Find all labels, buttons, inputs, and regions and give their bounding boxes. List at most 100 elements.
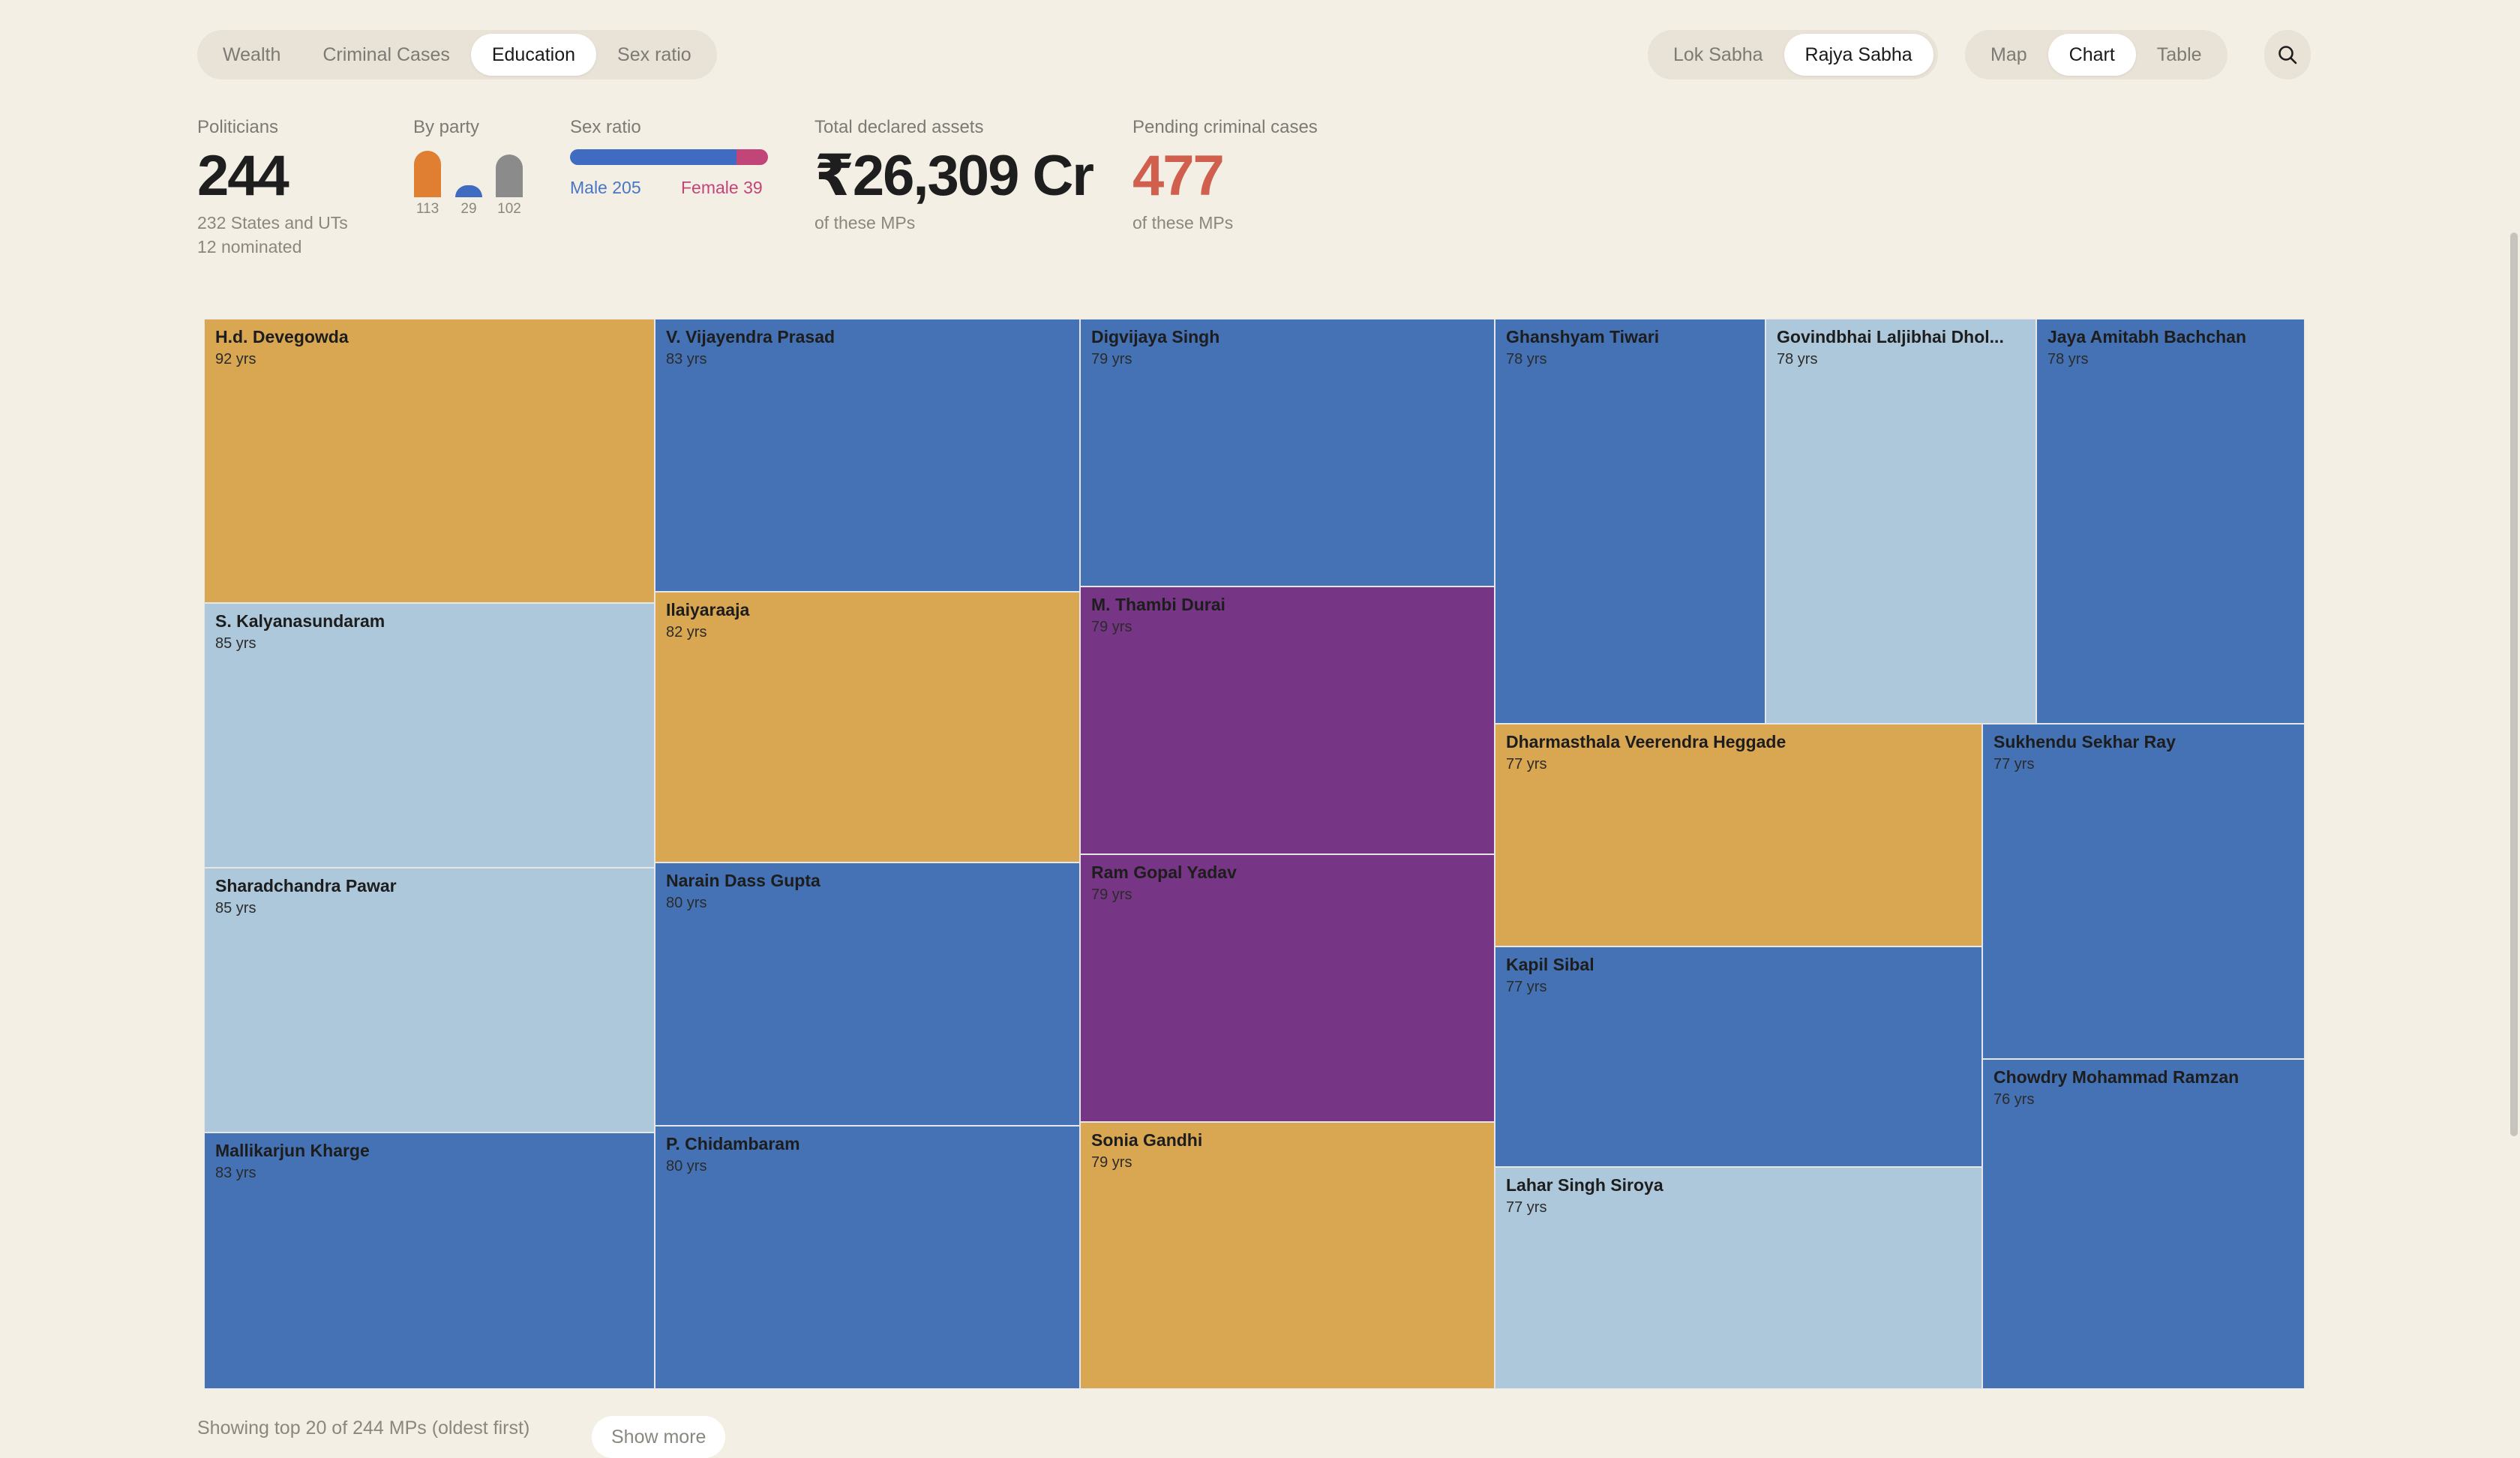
sex-ratio-bar: [570, 149, 768, 165]
treemap-cell-veerendra-heggade[interactable]: Dharmasthala Veerendra Heggade 77 yrs: [1495, 724, 1982, 946]
assets-value: ₹26,309 Cr: [814, 144, 1094, 208]
cell-name: Kapil Sibal: [1506, 955, 1594, 974]
treemap-cell-thambi-durai[interactable]: M. Thambi Durai 79 yrs: [1080, 586, 1495, 854]
cell-age: 79 yrs: [1091, 886, 1132, 903]
cell-age: 79 yrs: [1091, 619, 1132, 635]
treemap-cell-kharge[interactable]: Mallikarjun Kharge 83 yrs: [204, 1132, 655, 1389]
criminal-cases-note: of these MPs: [1132, 213, 1234, 232]
cell-age: 77 yrs: [1506, 756, 1547, 772]
cell-name: P. Chidambaram: [666, 1134, 800, 1154]
cell-name: Jaya Amitabh Bachchan: [2048, 327, 2247, 346]
cell-name: Digvijaya Singh: [1091, 327, 1220, 346]
treemap-cell-narain-dass-gupta[interactable]: Narain Dass Gupta 80 yrs: [655, 862, 1080, 1126]
treemap-cell-kalyanasundaram[interactable]: S. Kalyanasundaram 85 yrs: [204, 603, 655, 868]
cell-name: Ilaiyaraaja: [666, 600, 750, 620]
cell-name: S. Kalyanasundaram: [215, 611, 386, 631]
tab-education[interactable]: Education: [470, 34, 597, 76]
house-tabs: Lok Sabha Rajya Sabha: [1648, 30, 1938, 80]
sex-ratio-male-segment: [570, 149, 736, 165]
cell-name: Ram Gopal Yadav: [1091, 862, 1237, 882]
search-button[interactable]: [2264, 30, 2311, 80]
cell-name: Sonia Gandhi: [1091, 1130, 1203, 1150]
treemap-cell-kapil-sibal[interactable]: Kapil Sibal 77 yrs: [1495, 946, 1982, 1167]
cell-age: 92 yrs: [215, 351, 256, 368]
tab-chart[interactable]: Chart: [2048, 34, 2136, 76]
cell-age: 80 yrs: [666, 1158, 707, 1174]
sex-ratio-male-label: Male 205: [570, 178, 641, 197]
sex-ratio-female-segment: [736, 149, 768, 165]
search-icon: [2278, 46, 2297, 64]
party-count-inc: 29: [460, 201, 477, 217]
cell-age: 78 yrs: [1777, 351, 1818, 368]
cell-age: 77 yrs: [1506, 1199, 1547, 1216]
cell-name: H.d. Devegowda: [215, 327, 349, 346]
cell-name: Govindbhai Laljibhai Dhol...: [1777, 327, 2004, 346]
cell-age: 85 yrs: [215, 900, 256, 916]
treemap-cell-digvijaya-singh[interactable]: Digvijaya Singh 79 yrs: [1080, 319, 1495, 586]
treemap-cell-vijayendra-prasad[interactable]: V. Vijayendra Prasad 83 yrs: [655, 319, 1080, 592]
cell-name: Lahar Singh Siroya: [1506, 1175, 1664, 1195]
by-party-label: By party: [413, 117, 480, 137]
cell-age: 82 yrs: [666, 624, 707, 640]
view-tabs: Map Chart Table: [1965, 30, 2228, 80]
cell-name: Dharmasthala Veerendra Heggade: [1506, 732, 1786, 752]
treemap-cell-sukhendu-sekhar-ray[interactable]: Sukhendu Sekhar Ray 77 yrs: [1982, 724, 2305, 1059]
treemap-cell-govindbhai-dholakia[interactable]: Govindbhai Laljibhai Dhol... 78 yrs: [1766, 319, 2036, 724]
treemap-cell-jaya-bachchan[interactable]: Jaya Amitabh Bachchan 78 yrs: [2036, 319, 2305, 724]
results-summary: Showing top 20 of 244 MPs (oldest first): [197, 1418, 530, 1438]
party-bar-inc: [455, 185, 482, 197]
cell-age: 83 yrs: [215, 1165, 256, 1181]
cell-name: M. Thambi Durai: [1091, 595, 1226, 614]
treemap-cell-mohammad-ramzan[interactable]: Chowdry Mohammad Ramzan 76 yrs: [1982, 1059, 2305, 1389]
politicians-states-note: 232 States and UTs: [197, 213, 348, 232]
cell-age: 79 yrs: [1091, 351, 1132, 368]
party-bar-bjp: [414, 151, 441, 197]
cell-age: 85 yrs: [215, 635, 256, 652]
cell-age: 78 yrs: [2048, 351, 2089, 368]
treemap-cell-sonia-gandhi[interactable]: Sonia Gandhi 79 yrs: [1080, 1122, 1495, 1389]
criminal-cases-value: 477: [1132, 144, 1225, 208]
tab-sex-ratio[interactable]: Sex ratio: [617, 44, 692, 65]
treemap-cell-devegowda[interactable]: H.d. Devegowda 92 yrs: [204, 319, 655, 603]
politicians-label: Politicians: [197, 117, 279, 137]
tab-wealth[interactable]: Wealth: [223, 44, 281, 65]
tab-lok-sabha[interactable]: Lok Sabha: [1673, 44, 1763, 65]
scrollbar-thumb[interactable]: [2510, 232, 2518, 1136]
treemap-cell-ram-gopal-yadav[interactable]: Ram Gopal Yadav 79 yrs: [1080, 854, 1495, 1122]
cell-name: Chowdry Mohammad Ramzan: [1994, 1067, 2240, 1087]
cell-age: 80 yrs: [666, 895, 707, 911]
cell-age: 79 yrs: [1091, 1154, 1132, 1171]
party-bar-others: [496, 154, 523, 197]
party-count-others: 102: [497, 201, 521, 217]
cell-name: V. Vijayendra Prasad: [666, 327, 836, 346]
assets-label: Total declared assets: [814, 117, 984, 137]
politicians-count: 244: [197, 144, 290, 208]
tab-rajya-sabha[interactable]: Rajya Sabha: [1784, 34, 1934, 76]
party-count-bjp: 113: [416, 201, 440, 217]
metric-tabs: Wealth Criminal Cases Education Sex rati…: [197, 30, 717, 80]
cell-age: 78 yrs: [1506, 351, 1547, 368]
cell-age: 77 yrs: [1994, 756, 2035, 772]
tab-map[interactable]: Map: [1990, 44, 2027, 65]
sex-ratio-label: Sex ratio: [570, 117, 641, 137]
cell-name: Sukhendu Sekhar Ray: [1994, 732, 2176, 752]
cell-name: Ghanshyam Tiwari: [1506, 327, 1660, 346]
cell-name: Sharadchandra Pawar: [215, 876, 397, 896]
politicians-nominated-note: 12 nominated: [197, 237, 302, 256]
treemap-cell-chidambaram[interactable]: P. Chidambaram 80 yrs: [655, 1126, 1080, 1389]
cell-name: Narain Dass Gupta: [666, 871, 820, 890]
treemap-cell-lahar-singh-siroya[interactable]: Lahar Singh Siroya 77 yrs: [1495, 1167, 1982, 1389]
sex-ratio-female-label: Female 39: [681, 178, 763, 197]
treemap-cell-ilaiyaraaja[interactable]: Ilaiyaraaja 82 yrs: [655, 592, 1080, 862]
show-more-button[interactable]: Show more: [592, 1416, 726, 1458]
cell-age: 83 yrs: [666, 351, 707, 368]
assets-note: of these MPs: [814, 213, 916, 232]
cell-age: 76 yrs: [1994, 1091, 2035, 1108]
cell-age: 77 yrs: [1506, 979, 1547, 995]
treemap-cell-pawar[interactable]: Sharadchandra Pawar 85 yrs: [204, 868, 655, 1132]
treemap-cell-ghanshyam-tiwari[interactable]: Ghanshyam Tiwari 78 yrs: [1495, 319, 1766, 724]
cell-name: Mallikarjun Kharge: [215, 1141, 370, 1160]
tab-criminal-cases[interactable]: Criminal Cases: [322, 44, 450, 65]
criminal-cases-label: Pending criminal cases: [1132, 117, 1318, 137]
tab-table[interactable]: Table: [2156, 44, 2202, 65]
